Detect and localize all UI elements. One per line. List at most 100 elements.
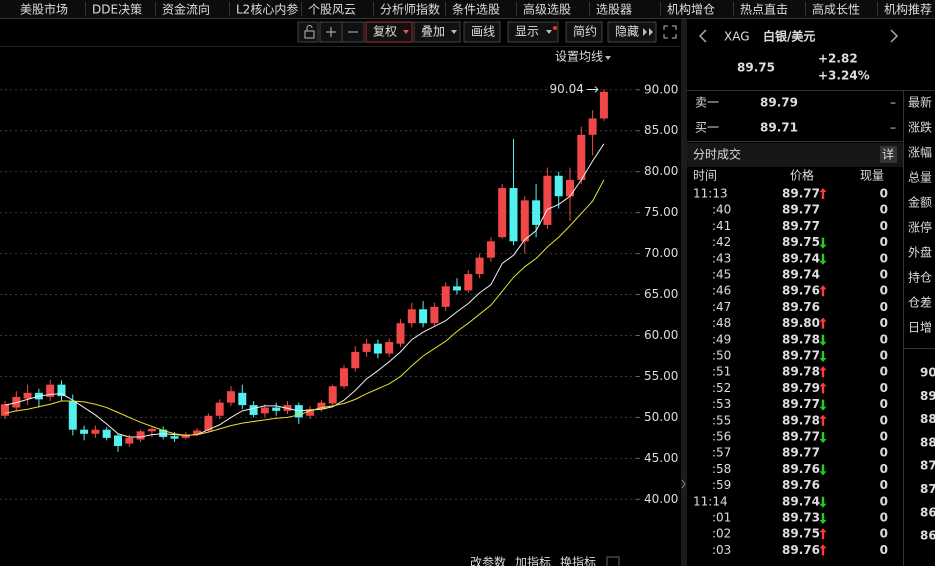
icon-button[interactable] bbox=[297, 21, 319, 43]
lock-icon bbox=[304, 30, 315, 39]
trade-price: 89.75 bbox=[782, 527, 820, 541]
ma-line bbox=[4, 143, 605, 438]
menu-item[interactable]: 高成长性 bbox=[812, 2, 860, 17]
trade-time: 11:13 bbox=[693, 187, 728, 201]
toolbar-label[interactable]: 叠加 bbox=[421, 25, 445, 39]
trade-price: 89.73 bbox=[782, 511, 820, 525]
candle-body bbox=[520, 200, 529, 242]
menu-item[interactable]: 资金流向 bbox=[162, 2, 210, 17]
toolbar-label[interactable]: 隐藏 bbox=[615, 25, 639, 39]
dropdown-arrow bbox=[546, 30, 552, 34]
menu-item[interactable]: 条件选股 bbox=[452, 3, 500, 17]
trades-header-bg bbox=[687, 143, 903, 167]
candle-body bbox=[430, 306, 439, 324]
menu-item[interactable]: L2核心内参 bbox=[236, 2, 298, 17]
trade-time: :02 bbox=[712, 527, 731, 541]
side-label: 最新 bbox=[908, 95, 932, 110]
trade-time: :42 bbox=[712, 235, 731, 249]
candle-body bbox=[362, 343, 371, 352]
fullscreen-icon[interactable] bbox=[663, 25, 677, 39]
close-box[interactable] bbox=[606, 556, 620, 566]
trade-volume: 0 bbox=[880, 300, 888, 314]
down-arrow bbox=[819, 496, 827, 508]
y-tick-label: 60.00 bbox=[644, 328, 678, 342]
toolbar-button[interactable] bbox=[413, 21, 461, 43]
trade-volume: 0 bbox=[880, 187, 888, 201]
trade-volume: 0 bbox=[880, 332, 888, 346]
menu-item[interactable]: 分析师指数 bbox=[380, 2, 440, 17]
candle-body bbox=[566, 179, 574, 197]
candle-body bbox=[249, 405, 258, 415]
indicator-button[interactable]: 换指标 bbox=[560, 555, 596, 566]
menu-item[interactable]: DDE决策 bbox=[92, 3, 142, 17]
toolbar-button[interactable] bbox=[507, 21, 559, 43]
trade-price: 89.77 bbox=[782, 430, 820, 444]
menu-item[interactable]: 选股器 bbox=[596, 3, 632, 17]
indicator-button[interactable]: 加指标 bbox=[515, 555, 551, 566]
ma-line bbox=[4, 179, 605, 436]
candle-body bbox=[543, 175, 552, 225]
toolbar-label[interactable]: 画线 bbox=[471, 25, 495, 39]
down-arrow bbox=[819, 513, 827, 524]
candle-body bbox=[340, 368, 348, 387]
trade-volume: 0 bbox=[880, 478, 888, 492]
detail-button[interactable]: 详 bbox=[882, 147, 894, 162]
prev-button[interactable] bbox=[698, 29, 707, 43]
trade-time: :48 bbox=[712, 316, 731, 330]
divider bbox=[681, 19, 687, 566]
candle-body bbox=[102, 429, 111, 438]
candle-body bbox=[475, 257, 484, 275]
trade-price: 89.74 bbox=[782, 268, 820, 282]
side-label: 外盘 bbox=[908, 245, 932, 260]
trade-price: 89.76 bbox=[782, 300, 820, 314]
up-arrow bbox=[819, 528, 827, 540]
side-label: 涨停 bbox=[908, 220, 932, 235]
toolbar-button[interactable] bbox=[365, 21, 413, 43]
detail-button-bg[interactable] bbox=[880, 146, 897, 163]
high-annotation: 90.04 bbox=[550, 82, 584, 96]
y-tick-label: 65.00 bbox=[644, 287, 678, 301]
side-label: 仓差 bbox=[908, 296, 932, 310]
y-tick-label: 80.00 bbox=[644, 164, 678, 178]
candle-body bbox=[181, 434, 190, 438]
toolbar-button[interactable] bbox=[607, 21, 657, 43]
menu-item[interactable]: 美股市场 bbox=[20, 2, 68, 17]
down-arrow bbox=[819, 237, 827, 249]
up-arrow bbox=[819, 285, 827, 297]
candle-body bbox=[441, 286, 450, 307]
toolbar-label[interactable]: 显示 bbox=[515, 25, 539, 39]
down-arrow bbox=[819, 464, 827, 476]
toolbar-button[interactable] bbox=[463, 21, 501, 43]
indicator-button[interactable]: 改参数 bbox=[470, 555, 506, 566]
toolbar-button[interactable] bbox=[565, 21, 603, 43]
menu-item[interactable]: 个股风云 bbox=[308, 3, 356, 17]
trade-time: :43 bbox=[712, 251, 731, 265]
trade-time: :59 bbox=[712, 478, 731, 492]
trade-volume: 0 bbox=[880, 413, 888, 427]
side-label: 涨幅 bbox=[908, 145, 932, 160]
name: 白银/美元 bbox=[763, 29, 815, 44]
menu-item[interactable]: 机构推荐 bbox=[884, 2, 932, 17]
trade-price: 89.80 bbox=[782, 316, 820, 330]
trades-title[interactable]: 分时成交 bbox=[693, 147, 741, 162]
menu-item[interactable]: 高级选股 bbox=[523, 2, 571, 17]
candle-body bbox=[46, 384, 55, 397]
collapse-arrow[interactable] bbox=[681, 479, 686, 489]
y-tick-label: 85.00 bbox=[644, 123, 678, 137]
menu-item[interactable]: 热点直击 bbox=[740, 3, 788, 17]
candle-body bbox=[486, 241, 495, 258]
candle-body bbox=[215, 402, 224, 416]
candle-body bbox=[114, 435, 122, 447]
trade-time: 11:14 bbox=[693, 494, 728, 508]
toolbar-label[interactable]: 复权 bbox=[373, 25, 397, 39]
dropdown-arrow bbox=[403, 30, 409, 34]
next-button[interactable] bbox=[890, 29, 899, 43]
trade-volume: 0 bbox=[880, 430, 888, 444]
trade-time: :55 bbox=[712, 413, 731, 427]
toolbar-label[interactable]: 简约 bbox=[573, 24, 597, 39]
candle-body bbox=[170, 436, 179, 439]
candle-body bbox=[385, 342, 394, 354]
menu-item[interactable]: 机构增仓 bbox=[667, 2, 715, 17]
ma-setting[interactable]: 设置均线 bbox=[555, 50, 603, 64]
